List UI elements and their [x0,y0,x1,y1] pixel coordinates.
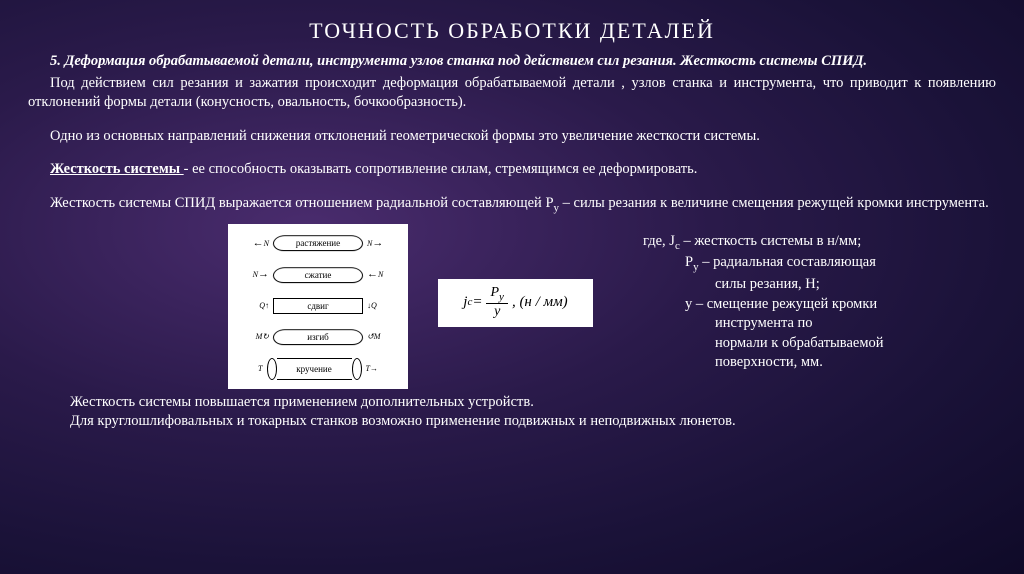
diagram-box-bending: изгиб [272,330,364,346]
diagram-box-torsion: кручение [277,358,352,380]
formula-legend: где, Jc – жесткость системы в н/мм; Py –… [643,232,884,373]
formula-box: jc = Py y , (н / мм) [438,279,593,327]
legend-line-3: силы резания, Н; [643,275,884,295]
diagram-box-tension: растяжение [272,235,364,251]
deformation-diagram: ←N растяжение N→ N→ сжатие ←N Q↑ сдвиг ↓… [228,224,408,389]
legend-line-2: Py – радиальная составляющая [643,253,884,275]
formula-tail: , (н / мм) [512,292,568,312]
legend-l0: где, J [643,233,675,249]
diagram-box-shear: сдвиг [273,298,363,314]
formula-fraction: Py y [486,285,507,319]
paragraph-2: Одно из основных направлений снижения от… [28,127,996,147]
legend-line-4: y – смещение режущей кромки [643,295,884,315]
figures-row: ←N растяжение N→ N→ сжатие ←N Q↑ сдвиг ↓… [28,224,996,389]
legend-l1b: – радиальная составляющая [699,254,876,270]
diagram-box-compression: сжатие [272,267,364,283]
p4-b: – силы резания к величине смещения режущ… [559,195,989,211]
legend-l1a: P [685,254,693,270]
diagram-row-compression: N→ сжатие ←N [234,261,402,289]
formula-eq: = [472,292,482,312]
legend-l0b: – жесткость системы в н/мм; [680,233,861,249]
bottom-line-1: Жесткость системы повышается применением… [70,393,996,413]
legend-line-6: нормали к обрабатываемой [643,334,884,354]
paragraph-3-rest: - ее способность оказывать сопротивление… [184,161,698,177]
paragraph-3: Жесткость системы - ее способность оказы… [28,160,996,180]
formula-den: y [490,304,504,319]
legend-line-1: где, Jc – жесткость системы в н/мм; [643,232,884,254]
diagram-row-shear: Q↑ сдвиг ↓Q [234,292,402,320]
legend-line-7: поверхности, мм. [643,353,884,373]
section-subtitle: 5. Деформация обрабатываемой детали, инс… [28,52,996,72]
diagram-row-tension: ←N растяжение N→ [234,229,402,257]
term-stiffness: Жесткость системы [50,161,184,177]
bottom-text: Жесткость системы повышается применением… [0,389,1024,432]
bottom-line-2: Для круглошлифовальных и токарных станко… [70,412,996,432]
legend-line-5: инструмента по [643,314,884,334]
diagram-cylinder: кручение [267,358,362,380]
page-title: ТОЧНОСТЬ ОБРАБОТКИ ДЕТАЛЕЙ [0,0,1024,52]
formula-num: P [490,285,499,300]
formula-num-sub: y [499,291,504,303]
diagram-row-bending: M↻ изгиб ↺M [234,323,402,351]
main-content: 5. Деформация обрабатываемой детали, инс… [0,52,1024,389]
paragraph-4: Жесткость системы СПИД выражается отноше… [28,194,996,216]
p4-a: Жесткость системы СПИД выражается отноше… [50,195,554,211]
diagram-row-torsion: T кручение T→ [234,355,402,383]
paragraph-1: Под действием сил резания и зажатия прои… [28,74,996,113]
